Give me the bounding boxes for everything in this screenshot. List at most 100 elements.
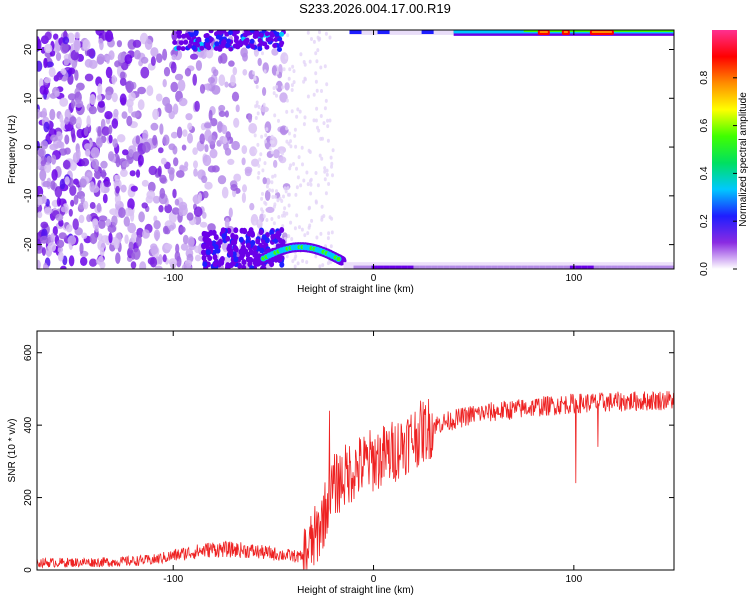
faint-blob xyxy=(323,166,327,171)
noise-blob xyxy=(58,219,64,227)
noise-blob xyxy=(208,77,215,84)
faint-blob xyxy=(287,141,291,146)
noise-blob xyxy=(152,134,158,146)
noise-blob xyxy=(40,221,49,229)
heatmap-x-axis-label: Height of straight line (km) xyxy=(297,284,414,295)
faint-blob xyxy=(253,221,257,226)
noise-blob xyxy=(218,74,226,86)
cluster-blob xyxy=(240,244,246,251)
noise-blob xyxy=(187,122,193,131)
cluster-blob xyxy=(249,265,255,269)
heatmap-y-tick-label: 10 xyxy=(23,92,34,104)
noise-blob xyxy=(141,202,148,209)
noise-blob xyxy=(46,61,54,68)
noise-blob xyxy=(79,178,87,188)
faint-blob xyxy=(301,259,305,263)
noise-blob xyxy=(101,169,107,179)
faint-blob xyxy=(320,204,324,209)
noise-blob xyxy=(55,72,63,81)
faint-blob xyxy=(292,162,295,166)
faint-blob xyxy=(287,76,291,81)
faint-blob xyxy=(285,254,289,259)
noise-blob xyxy=(248,123,258,134)
noise-blob xyxy=(224,217,230,229)
noise-blob xyxy=(50,232,55,243)
noise-blob xyxy=(141,179,149,187)
cluster-blob xyxy=(270,233,276,240)
noise-blob xyxy=(209,148,218,159)
cluster-blob xyxy=(220,227,226,234)
noise-blob xyxy=(210,118,218,127)
cluster-blob xyxy=(224,264,230,269)
noise-blob xyxy=(62,36,70,45)
noise-blob xyxy=(81,158,90,167)
faint-blob xyxy=(326,138,330,143)
cluster-blob xyxy=(211,229,217,236)
faint-blob xyxy=(312,118,316,123)
cluster-blob xyxy=(221,233,227,240)
lower-band-cell xyxy=(599,265,606,269)
faint-blob xyxy=(273,113,277,118)
noise-blob xyxy=(116,134,126,143)
faint-blob xyxy=(290,88,294,92)
noise-blob xyxy=(176,170,185,178)
faint-blob xyxy=(300,227,304,232)
faint-blob xyxy=(284,189,288,194)
lower-band-cell xyxy=(437,265,444,269)
noise-blob xyxy=(83,200,89,210)
noise-blob xyxy=(63,58,70,66)
noise-blob xyxy=(199,84,206,94)
cluster-blob xyxy=(230,239,236,246)
noise-blob xyxy=(37,159,41,170)
cluster-blob xyxy=(208,36,214,42)
noise-blob xyxy=(115,156,121,168)
faint-blob xyxy=(310,218,314,223)
noise-blob xyxy=(41,247,46,256)
cluster-blob xyxy=(248,256,254,263)
noise-blob xyxy=(84,143,92,151)
noise-blob xyxy=(217,175,227,185)
faint-blob xyxy=(326,124,330,129)
noise-blob xyxy=(192,147,198,156)
noise-blob xyxy=(231,140,241,151)
noise-blob xyxy=(170,81,179,93)
noise-blob xyxy=(235,104,240,113)
noise-blob xyxy=(97,83,103,96)
noise-blob xyxy=(199,133,205,145)
lower-band-cell xyxy=(467,265,474,269)
faint-blob xyxy=(324,98,328,103)
faint-blob xyxy=(323,169,327,174)
faint-blob xyxy=(252,70,256,75)
noise-blob xyxy=(222,136,228,145)
line-y-tick-label: 400 xyxy=(23,416,34,433)
lower-band-cell xyxy=(539,265,546,269)
cluster-blob xyxy=(199,45,205,51)
noise-blob xyxy=(284,82,290,91)
faint-blob xyxy=(295,166,298,171)
noise-blob xyxy=(174,198,180,206)
noise-blob xyxy=(44,77,52,84)
noise-blob xyxy=(275,80,283,93)
noise-blob xyxy=(115,185,120,194)
noise-blob xyxy=(150,243,158,250)
lower-band-cell xyxy=(671,265,674,269)
line-x-tick-label: 100 xyxy=(565,574,582,585)
upper-small-feature xyxy=(421,30,434,34)
noise-blob xyxy=(108,151,115,162)
noise-blob xyxy=(111,215,118,227)
faint-blob xyxy=(329,155,333,160)
faint-blob xyxy=(265,127,269,132)
noise-blob xyxy=(74,31,81,39)
faint-blob xyxy=(273,202,277,207)
noise-blob xyxy=(152,108,160,120)
noise-blob xyxy=(172,188,177,199)
faint-blob xyxy=(323,64,327,69)
faint-blob xyxy=(285,211,289,216)
cluster-blob xyxy=(268,31,274,37)
noise-blob xyxy=(96,202,102,213)
faint-blob xyxy=(326,118,329,123)
line-y-tick-label: 600 xyxy=(23,344,34,361)
faint-blob xyxy=(258,157,262,162)
cluster-blob xyxy=(259,247,265,254)
noise-blob xyxy=(137,99,145,111)
